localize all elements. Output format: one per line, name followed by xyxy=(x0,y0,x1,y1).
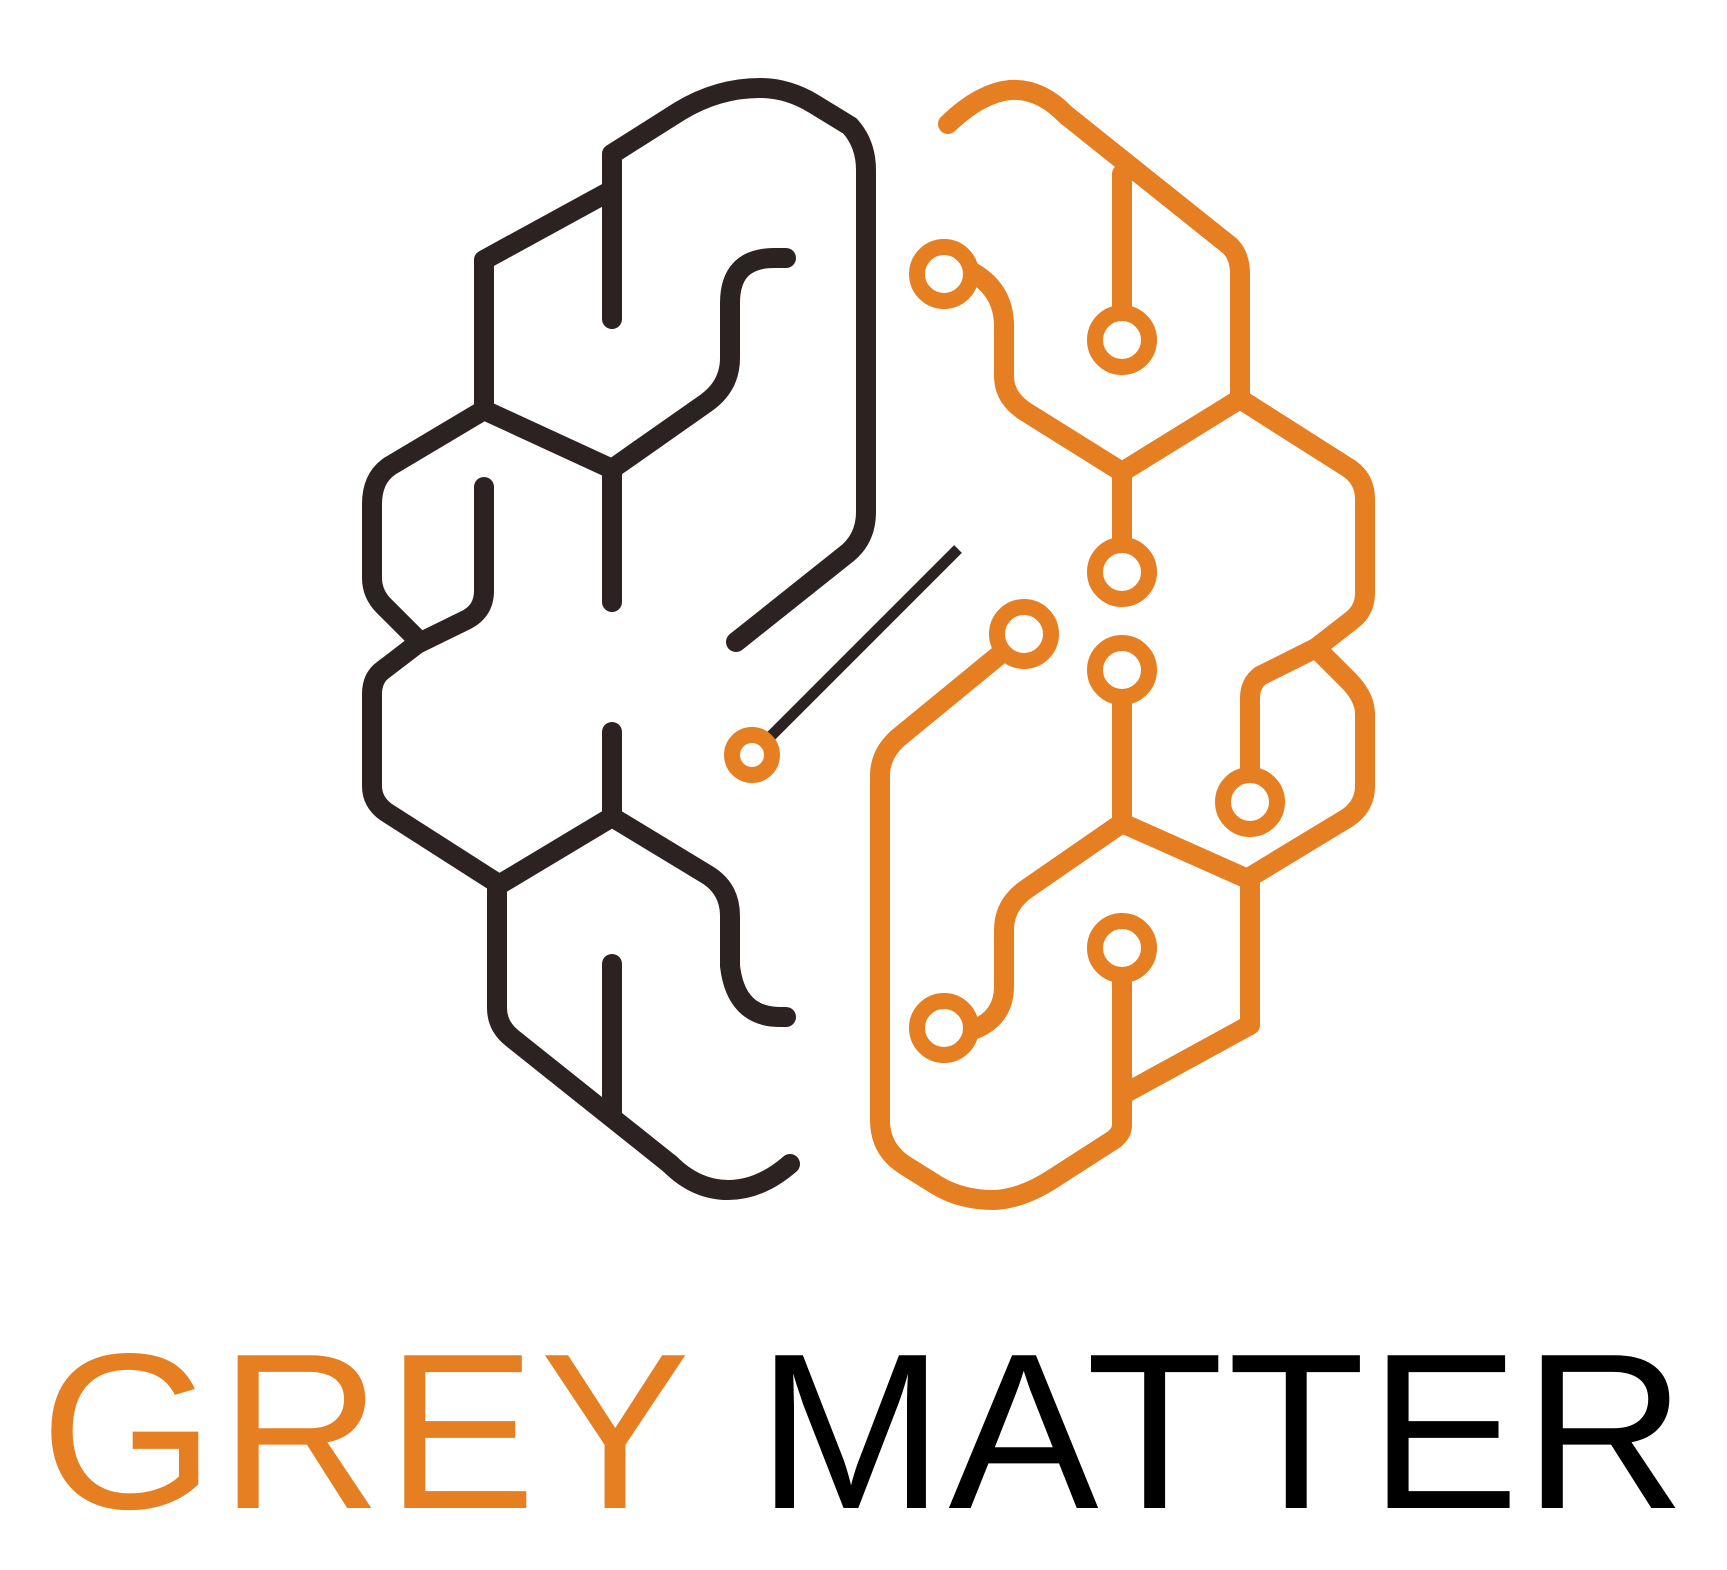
node-circle xyxy=(909,993,979,1063)
svg-text:GREY MATTER: GREY MATTER xyxy=(40,1318,1690,1538)
node-circle xyxy=(1087,537,1157,607)
node-circle xyxy=(1087,635,1157,705)
node-circle xyxy=(1087,913,1157,983)
right-hemisphere xyxy=(870,79,1375,1210)
node-circle xyxy=(909,239,979,309)
node-circle xyxy=(989,599,1059,669)
circuit-nodes xyxy=(724,239,1285,1063)
node-circle xyxy=(1087,305,1157,375)
left-hemisphere xyxy=(362,78,876,1200)
center-connector xyxy=(760,545,962,747)
word-matter: MATTER xyxy=(757,1318,1690,1538)
node-circle xyxy=(724,727,780,783)
word-grey: GREY xyxy=(40,1318,690,1538)
wordmark: GREY MATTER xyxy=(40,1318,1690,1538)
node-circle xyxy=(1215,767,1285,837)
